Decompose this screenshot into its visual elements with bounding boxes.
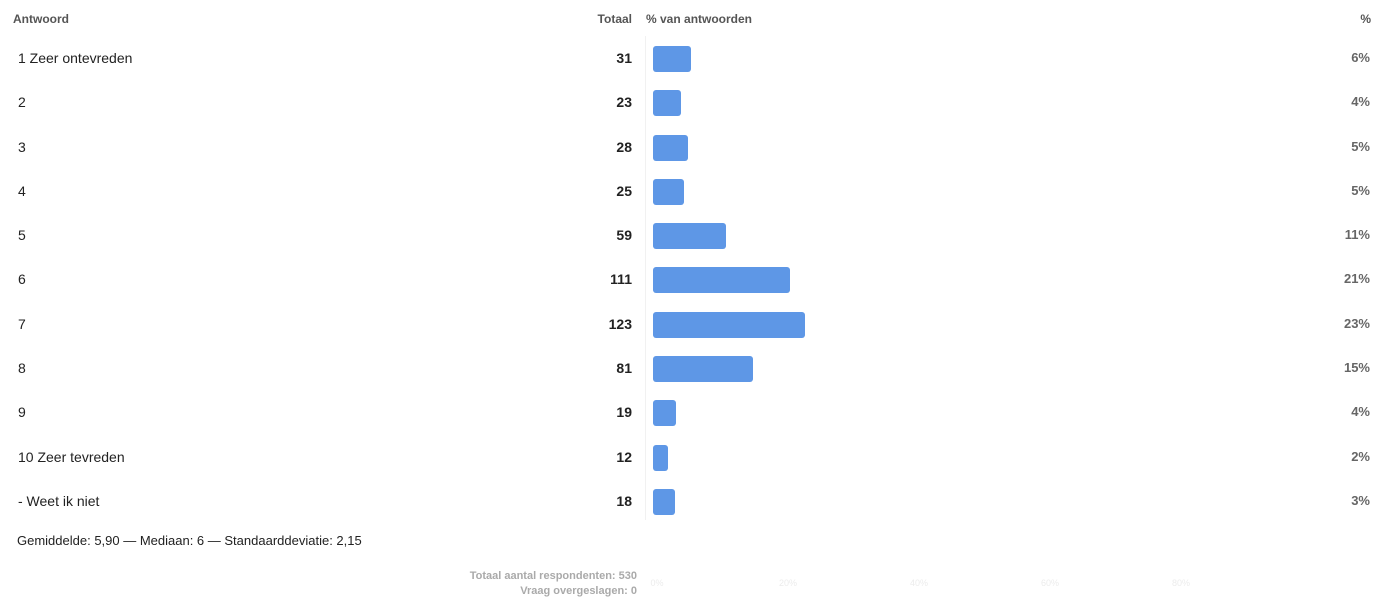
x-tick-label: 20% <box>778 578 798 588</box>
skipped-count: Vraag overgeslagen: 0 <box>520 585 637 597</box>
table-row: 5 59 11% <box>0 213 1381 257</box>
answer-total: 12 <box>616 448 632 465</box>
table-row: 4 25 5% <box>0 169 1381 213</box>
x-tick-label: 80% <box>1171 578 1191 588</box>
answer-bar <box>653 178 684 205</box>
answer-percentage: 4% <box>1351 94 1370 110</box>
x-tick-label: 40% <box>909 578 929 588</box>
table-row: 7 123 23% <box>0 302 1381 346</box>
answer-total: 28 <box>616 138 632 155</box>
summary-statistics: Gemiddelde: 5,90 — Mediaan: 6 — Standaar… <box>17 533 362 548</box>
answer-bar <box>653 356 754 383</box>
chart-axis-line <box>645 36 646 520</box>
answer-percentage: 21% <box>1343 271 1370 287</box>
answer-label: 4 <box>18 182 26 199</box>
answer-percentage: 11% <box>1344 227 1370 243</box>
table-row: 6 111 21% <box>0 257 1381 301</box>
answer-total: 59 <box>616 227 632 244</box>
answer-bar <box>653 444 668 471</box>
answer-percentage: 15% <box>1343 360 1370 376</box>
answer-label: 6 <box>18 271 26 288</box>
answer-label: 3 <box>18 138 26 155</box>
answer-percentage: 4% <box>1351 404 1370 420</box>
answer-bar <box>653 267 791 294</box>
answer-percentage: 2% <box>1351 448 1370 464</box>
table-row: - Weet ik niet 18 3% <box>0 479 1381 523</box>
answer-total: 31 <box>616 50 632 66</box>
answer-bar <box>653 400 677 427</box>
answer-percentage: 5% <box>1351 138 1370 154</box>
answer-percentage: 6% <box>1351 50 1370 65</box>
x-tick-label: 60% <box>1040 578 1060 588</box>
response-summary: Totaal aantal respondenten: 530 Vraag ov… <box>300 569 637 599</box>
answer-bar <box>653 134 688 161</box>
answer-total: 123 <box>608 315 632 332</box>
answer-bar <box>653 488 676 515</box>
x-tick-label: 0% <box>650 578 664 588</box>
answer-total: 23 <box>616 94 632 111</box>
answer-label: - Weet ik niet <box>18 492 100 509</box>
answer-percentage: 3% <box>1351 492 1370 508</box>
answer-label: 1 Zeer ontevreden <box>18 50 133 66</box>
x-axis-ticks: 0% 20% 40% 60% 80% <box>0 578 1381 592</box>
column-header-pct-of-answers: % van antwoorden <box>646 12 753 26</box>
answer-bar <box>653 90 682 117</box>
answer-label: 7 <box>18 315 26 332</box>
answer-bar <box>653 46 692 72</box>
answer-total: 81 <box>616 360 632 377</box>
answer-total: 19 <box>616 404 632 421</box>
answer-bar <box>653 223 726 250</box>
column-header-pct: % <box>1360 12 1371 26</box>
answer-total: 25 <box>616 182 632 199</box>
table-row: 8 81 15% <box>0 346 1381 390</box>
answer-label: 5 <box>18 227 26 244</box>
answer-total: 18 <box>616 492 632 509</box>
answer-percentage: 5% <box>1351 182 1370 198</box>
answer-total: 111 <box>610 271 632 288</box>
answer-label: 2 <box>18 94 26 111</box>
table-row: 3 28 5% <box>0 125 1381 169</box>
answer-label: 8 <box>18 360 26 377</box>
total-respondents: Totaal aantal respondenten: 530 <box>469 570 637 582</box>
table-row: 2 23 4% <box>0 80 1381 124</box>
answer-percentage: 23% <box>1343 315 1370 331</box>
answer-label: 10 Zeer tevreden <box>18 448 125 465</box>
results-table: 1 Zeer ontevreden 31 6% 2 23 4% 3 28 5% 4 25 5% 5 59 1… <box>0 36 1381 523</box>
column-header-answer: Antwoord <box>13 12 69 26</box>
table-row: 9 19 4% <box>0 390 1381 434</box>
table-row: 10 Zeer tevreden 12 2% <box>0 435 1381 479</box>
column-header-total: Totaal <box>597 12 632 26</box>
table-row: 1 Zeer ontevreden 31 6% <box>0 36 1381 80</box>
answer-bar <box>653 311 805 338</box>
answer-label: 9 <box>18 404 26 421</box>
